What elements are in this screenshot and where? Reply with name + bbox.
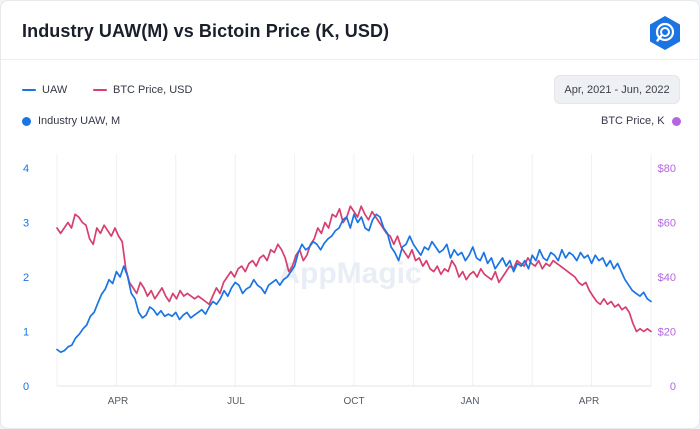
chart-title: Industry UAW(M) vs Bictoin Price (K, USD… (22, 21, 390, 41)
header-divider (1, 59, 699, 60)
legend-label: BTC Price, USD (113, 84, 193, 96)
right-axis-title: BTC Price, K (601, 115, 681, 127)
y-right-tick-label: $60 (658, 218, 676, 230)
y-left-tick-label: 3 (23, 218, 29, 230)
legend-item-uaw[interactable]: UAW (22, 84, 67, 96)
x-tick-label: JAN (461, 396, 480, 407)
chart-series (56, 205, 652, 354)
watermark-text: AppMagic (278, 257, 421, 290)
legend-line-icon (93, 89, 107, 91)
x-tick-label: JUL (227, 396, 245, 407)
y-right-tick-label: 0 (670, 381, 676, 393)
legend-line-icon (22, 89, 36, 91)
y-right-tick-label: $40 (658, 272, 676, 284)
y-right-tick-label: $20 (658, 327, 676, 339)
legend-item-btc-price[interactable]: BTC Price, USD (93, 84, 192, 96)
uaw-series-line (56, 213, 652, 354)
right-axis-dot-icon (671, 116, 681, 126)
left-axis-title-label: Industry UAW, M (38, 115, 121, 127)
legend-label: UAW (42, 84, 68, 96)
appmagic-logo-icon (647, 15, 683, 51)
left-axis-title: Industry UAW, M (22, 115, 120, 127)
y-left-tick-label: 4 (23, 163, 29, 175)
x-tick-label: APR (579, 396, 600, 407)
y-left-tick-label: 2 (23, 272, 29, 284)
y-right-tick-label: $80 (658, 163, 676, 175)
y-left-tick-label: 0 (23, 381, 29, 393)
x-tick-label: APR (108, 396, 129, 407)
chart-axes: 0 1 2 3 4 0 $20 $40 $60 $80 APR JUL OCT JAN APR (23, 163, 676, 407)
btc-price-series-line (56, 205, 652, 333)
left-axis-dot-icon (22, 116, 31, 126)
y-left-tick-label: 1 (23, 327, 29, 339)
date-range-button[interactable]: Apr, 2021 - Jun, 2022 (554, 75, 680, 104)
right-axis-title-label: BTC Price, K (601, 115, 665, 127)
x-tick-label: OCT (343, 396, 364, 407)
chart-grid (56, 154, 652, 387)
